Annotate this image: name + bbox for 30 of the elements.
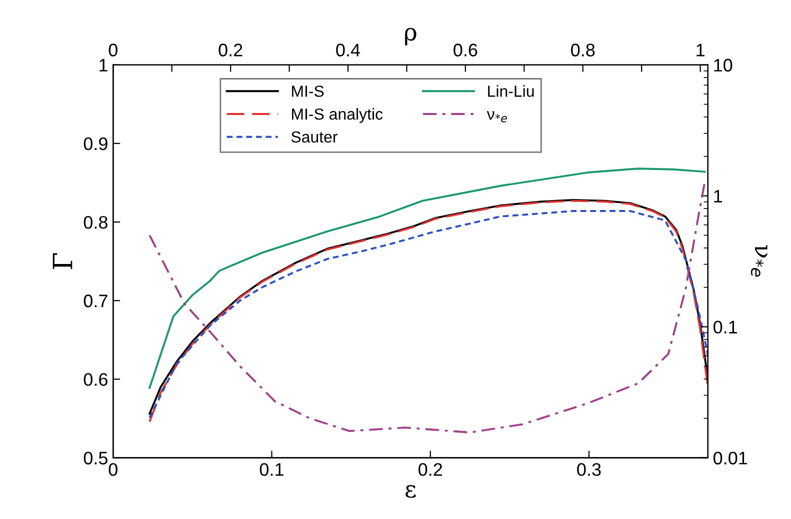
x2-axis-title: ρ: [405, 28, 416, 46]
x-tick-label: 0.2: [418, 463, 442, 476]
x-tick-label: 0.1: [260, 463, 284, 476]
legend-label: Sauter: [291, 131, 338, 143]
x2-tick-label: 0.2: [218, 44, 242, 56]
y-tick-label: 1: [100, 58, 108, 72]
x2-tick-label: 1: [696, 44, 704, 56]
y2-tick-label: 1: [714, 190, 722, 202]
x-axis-title: ε: [406, 485, 416, 498]
y-tick-label: 0.6: [84, 373, 108, 386]
x-tick-label: 0: [108, 463, 118, 476]
line-series: [148, 168, 706, 389]
legend-label: MI-S analytic: [292, 108, 383, 123]
legend-label: ν$_{*e}$: [486, 111, 507, 122]
y-tick-label: 0.9: [84, 137, 108, 150]
x-tick-label: 0.3: [577, 463, 601, 476]
y-tick-label: 0.8: [84, 216, 108, 229]
y2-tick-label: 10: [714, 58, 732, 72]
x2-tick-label: 0: [108, 44, 118, 56]
y-tick-label: 0.5: [84, 452, 108, 464]
x2-tick-label: 0.4: [336, 44, 360, 56]
y-axis-title: Γ: [52, 253, 72, 270]
y-tick-label: 0.7: [84, 294, 108, 308]
legend-label: Lin-Liu: [488, 85, 534, 97]
x2-tick-label: 0.6: [454, 44, 478, 56]
y2-axis-title: ν$_{*e}$: [750, 245, 768, 277]
y2-tick-label: 0.1: [714, 320, 738, 334]
x2-tick-label: 0.8: [571, 44, 595, 56]
y2-tick-label: 0.01: [714, 452, 748, 464]
legend-label: MI-S: [292, 86, 324, 97]
